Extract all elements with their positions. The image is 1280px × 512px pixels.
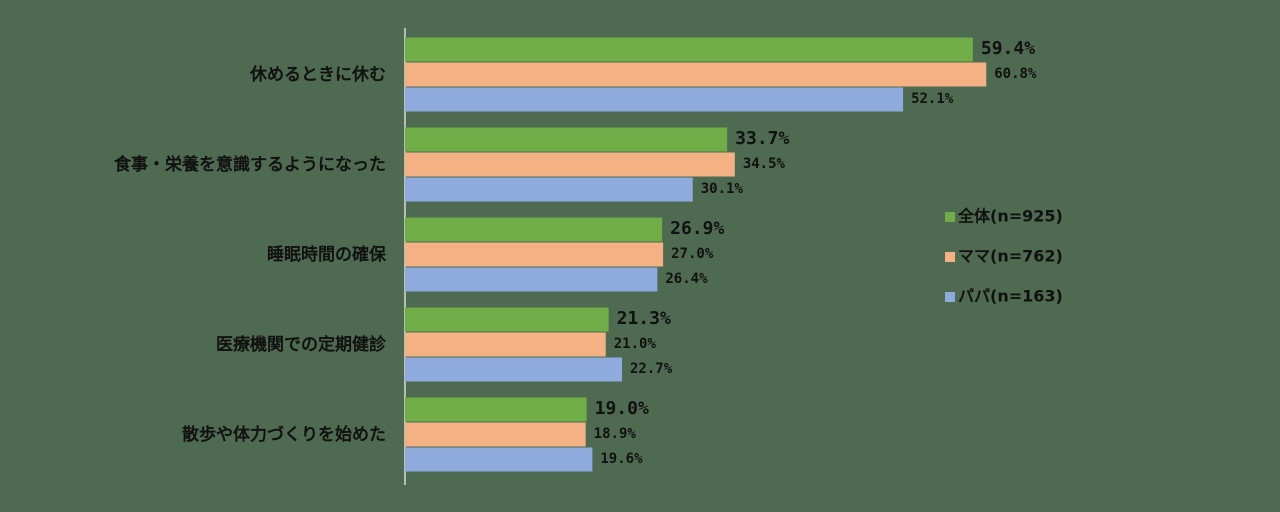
- bar: [405, 87, 904, 112]
- legend-label: パパ(n=163): [958, 287, 1063, 306]
- bar: [405, 422, 586, 447]
- value-label: 18.9%: [594, 426, 637, 442]
- value-label: 60.8%: [994, 66, 1037, 82]
- bar: [405, 357, 623, 382]
- bar: [405, 332, 606, 357]
- bar: [405, 307, 609, 332]
- value-label: 22.7%: [630, 361, 673, 377]
- bar: [405, 127, 728, 152]
- category-label: 休めるときに休む: [249, 64, 386, 85]
- legend-label: 全体(n=925): [957, 207, 1063, 226]
- value-label: 21.3%: [617, 308, 671, 329]
- bar: [405, 267, 658, 292]
- value-label: 19.6%: [600, 451, 643, 467]
- value-label: 21.0%: [614, 336, 657, 352]
- legend-swatch: [945, 252, 955, 262]
- value-label: 26.9%: [670, 218, 724, 239]
- value-label: 34.5%: [743, 156, 786, 172]
- category-label: 医療機関での定期健診: [216, 334, 387, 355]
- value-label: 33.7%: [735, 128, 789, 149]
- category-label: 散歩や体力づくりを始めた: [182, 424, 386, 445]
- bar: [405, 37, 973, 62]
- value-label: 59.4%: [981, 38, 1035, 59]
- category-label: 睡眠時間の確保: [267, 244, 387, 265]
- category-label: 食事・栄養を意識するようになった: [114, 154, 386, 175]
- bar: [405, 152, 735, 177]
- legend-swatch: [945, 292, 955, 302]
- bar: [405, 397, 587, 422]
- value-label: 27.0%: [671, 246, 714, 262]
- value-label: 19.0%: [595, 398, 649, 419]
- value-label: 26.4%: [665, 271, 708, 287]
- bar: [405, 62, 987, 87]
- bar: [405, 177, 693, 202]
- bar: [405, 242, 664, 267]
- legend-label: ママ(n=762): [958, 247, 1063, 266]
- legend-swatch: [945, 212, 955, 222]
- bar: [405, 217, 663, 242]
- value-label: 52.1%: [911, 91, 954, 107]
- bar: [405, 447, 593, 472]
- value-label: 30.1%: [701, 181, 744, 197]
